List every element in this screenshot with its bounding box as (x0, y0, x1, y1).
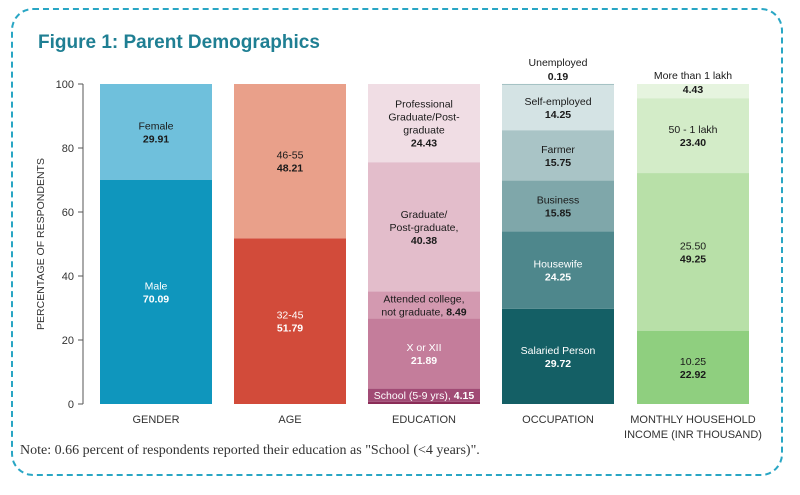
bar-segment-46-55 (234, 84, 346, 239)
bar-segment-more-than-1-lakh (637, 84, 749, 99)
segment-label: Graduate/Post- (388, 112, 460, 124)
y-tick-label: 60 (62, 207, 74, 219)
x-category-label: INCOME (INR THOUSAND) (624, 429, 762, 441)
segment-label: X or XII (406, 342, 441, 354)
segment-value: 15.75 (545, 157, 571, 169)
bar-segment-housewife (502, 231, 614, 309)
segment-value: 21.89 (411, 355, 437, 367)
segment-value: 24.43 (411, 138, 437, 150)
segment-value: 15.85 (545, 207, 571, 219)
segment-value: 14.25 (545, 109, 571, 121)
segment-label: Farmer (541, 144, 575, 156)
bar-segment-x-or-xii (368, 318, 480, 389)
bar-segment-school-5-9-yrs (368, 388, 480, 402)
bar-segment-50-1-lakh (637, 98, 749, 174)
bar-segment-farmer (502, 130, 614, 181)
segment-label: 50 - 1 lakh (668, 124, 717, 136)
segment-value: 4.43 (683, 84, 704, 96)
segment-value: 23.40 (680, 137, 706, 149)
bar-segment-female (100, 84, 212, 180)
segment-label: 46-55 (277, 150, 304, 162)
segment-label: School (5-9 yrs), 4.15 (374, 390, 475, 402)
segment-label: Graduate/ (401, 209, 448, 221)
segment-label: Male (145, 280, 168, 292)
x-category-label: AGE (278, 414, 301, 426)
y-tick-label: 40 (62, 271, 74, 283)
y-axis-label: PERCENTAGE OF RESPONDENTS (35, 158, 47, 330)
segment-value: 29.72 (545, 358, 571, 370)
segment-label: 25.50 (680, 240, 706, 252)
bar-segment-male (100, 179, 212, 404)
figure-note: Note: 0.66 percent of respondents report… (20, 443, 480, 458)
figure-frame (11, 8, 783, 476)
segment-value: 48.21 (277, 163, 303, 175)
segment-label: More than 1 lakh (654, 70, 732, 82)
x-category-label: GENDER (132, 414, 179, 426)
x-category-label: EDUCATION (392, 414, 456, 426)
segment-label: Self-employed (524, 96, 591, 108)
segment-label: Female (138, 120, 173, 132)
segment-value: 22.92 (680, 369, 706, 381)
bar-segment-graduate-post-graduate (368, 162, 480, 292)
bar-segment-school-4-years (368, 401, 480, 404)
bar-segment-attended-college-not-graduate (368, 291, 480, 319)
y-tick-label: 100 (56, 79, 74, 91)
segment-label: Unemployed (529, 57, 588, 69)
segment-label: Business (537, 194, 580, 206)
bar-segment-10-25 (637, 330, 749, 404)
y-tick-label: 20 (62, 335, 74, 347)
bar-segment-25-50 (637, 173, 749, 331)
segment-label: 32-45 (277, 310, 304, 322)
segment-label: 10.25 (680, 356, 706, 368)
segment-label: not graduate, 8.49 (381, 306, 466, 318)
segment-label: graduate (403, 125, 445, 137)
figure-title: Figure 1: Parent Demographics (38, 32, 320, 53)
segment-value: 49.25 (680, 253, 706, 265)
segment-value: 0.19 (548, 71, 569, 83)
y-tick-label: 80 (62, 143, 74, 155)
bar-segment-professional-graduate-post-graduate (368, 84, 480, 163)
segment-value: 29.91 (143, 133, 169, 145)
bar-segment-unemployed (502, 83, 614, 85)
segment-label: Attended college, (383, 293, 464, 305)
x-category-label: MONTHLY HOUSEHOLD (630, 414, 756, 426)
segment-label: Housewife (533, 259, 582, 271)
segment-label: Salaried Person (521, 345, 596, 357)
bar-segment-business (502, 180, 614, 232)
bar-segment-self-employed (502, 84, 614, 131)
bar-segment-32-45 (234, 238, 346, 404)
segment-value: 70.09 (143, 293, 169, 305)
segment-label: Professional (395, 99, 453, 111)
x-category-label: OCCUPATION (522, 414, 594, 426)
segment-value: 51.79 (277, 323, 303, 335)
segment-value: 24.25 (545, 272, 571, 284)
y-tick-label: 0 (68, 399, 74, 411)
segment-value: 40.38 (411, 235, 437, 247)
bar-segment-salaried-person (502, 308, 614, 404)
segment-label: Post-graduate, (390, 222, 459, 234)
